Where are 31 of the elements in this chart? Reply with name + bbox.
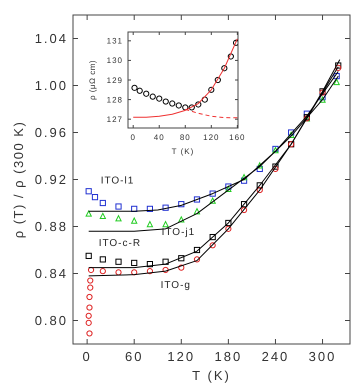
y-tick-label: 0.88: [34, 219, 68, 234]
x-axis-title: T (K): [172, 147, 194, 156]
x-tick-label: 0: [130, 133, 136, 142]
y-tick-label: 129: [106, 76, 123, 85]
y-axis-title: ρ (T) / ρ (300 K): [10, 120, 26, 238]
series-label: ITO-j1: [162, 227, 196, 238]
x-tick-label: 60: [124, 349, 144, 364]
series-label: ITO-c-R: [98, 238, 142, 249]
series-label: ITO-g: [160, 280, 191, 291]
x-axis-title: T (K): [192, 368, 231, 383]
x-tick-label: 0: [82, 349, 92, 364]
y-tick-label: 1.04: [34, 31, 68, 46]
y-tick-label: 1.00: [34, 78, 68, 94]
x-tick-label: 80: [180, 133, 191, 142]
x-tick-label: 240: [262, 349, 290, 364]
x-tick-label: 300: [308, 349, 336, 364]
y-tick-label: 0.96: [34, 125, 68, 140]
series-label: ITO-l1: [100, 175, 134, 186]
y-tick-label: 0.84: [34, 266, 68, 282]
y-tick-label: 0.80: [34, 313, 68, 328]
x-tick-label: 160: [229, 133, 246, 142]
y-tick-label: 127: [106, 114, 123, 124]
x-tick-label: 120: [203, 133, 220, 142]
y-tick-label: 0.92: [34, 172, 68, 188]
x-tick-label: 180: [214, 349, 242, 364]
y-axis-title: ρ (μΩ cm): [88, 60, 97, 100]
y-tick-label: 130: [106, 56, 123, 66]
y-tick-label: 128: [106, 95, 123, 104]
x-tick-label: 120: [167, 349, 196, 364]
x-tick-label: 40: [154, 133, 165, 142]
y-tick-label: 131: [106, 36, 123, 46]
